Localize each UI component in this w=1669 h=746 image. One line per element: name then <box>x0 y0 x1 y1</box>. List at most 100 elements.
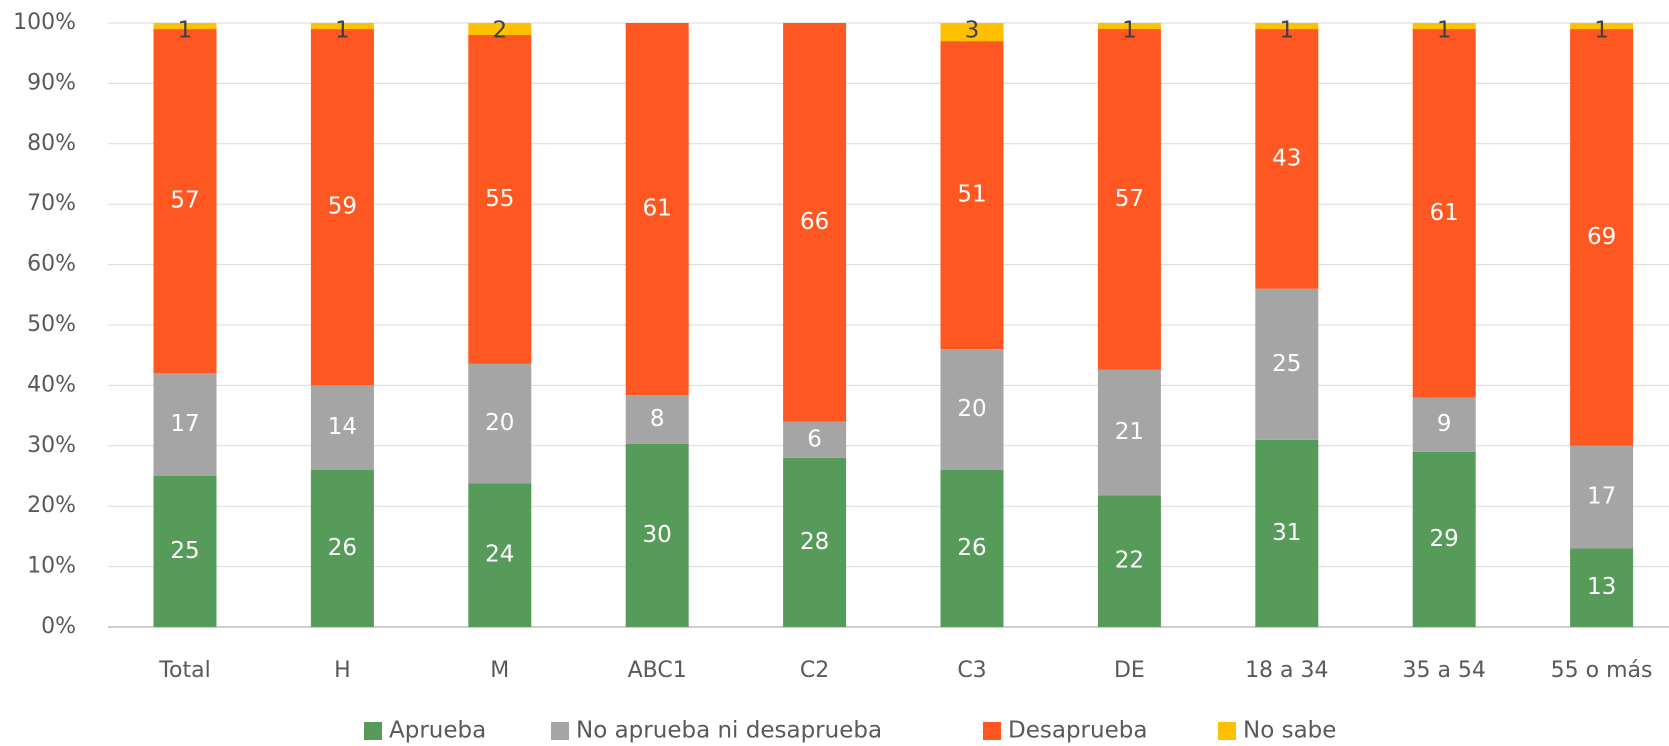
data-label: 25 <box>1272 351 1301 377</box>
legend-swatch <box>983 722 1001 740</box>
y-tick-label: 30% <box>27 433 76 458</box>
bar-segment <box>940 349 1004 470</box>
x-tick-label: DE <box>1114 658 1145 683</box>
legend-item: Aprueba <box>364 718 486 744</box>
data-label: 1 <box>1122 18 1137 44</box>
data-label: 22 <box>1115 548 1144 574</box>
y-axis-tick-labels: 0% 10% 20% 30% 40% 50% 60% 70% 80% 90% 100% <box>13 10 76 639</box>
bar-segment <box>1255 23 1319 30</box>
legend-label: No aprueba ni desaprueba <box>576 718 882 744</box>
bar-segment <box>310 23 374 30</box>
y-tick-label: 50% <box>27 312 76 337</box>
bar-segment <box>783 457 847 627</box>
x-tick-label: 18 a 34 <box>1245 658 1328 683</box>
legend-label: Desaprueba <box>1008 718 1147 744</box>
bar-segment <box>153 29 217 374</box>
bar-segment <box>1570 445 1634 549</box>
data-label: 17 <box>170 411 199 437</box>
data-label: 43 <box>1272 145 1301 171</box>
bar-segment <box>1412 451 1476 627</box>
bar-stack: 30 8 61 <box>625 23 689 627</box>
x-tick-label: 35 a 54 <box>1402 658 1485 683</box>
bar-segment <box>468 363 532 484</box>
x-tick-label: C2 <box>800 658 829 683</box>
data-label: 1 <box>1437 18 1452 44</box>
bar-segment <box>1255 29 1319 289</box>
data-label: 29 <box>1430 526 1459 552</box>
data-label: 61 <box>1430 200 1459 226</box>
data-label: 25 <box>170 538 199 564</box>
data-label: 51 <box>957 182 986 208</box>
data-label: 1 <box>335 18 350 44</box>
data-label: 57 <box>170 188 199 214</box>
bar-segment <box>783 421 847 458</box>
bar-segment <box>940 41 1004 350</box>
legend-label: No sabe <box>1243 718 1336 744</box>
x-tick-label: C3 <box>957 658 986 683</box>
data-label: 26 <box>957 535 986 561</box>
data-label: 61 <box>643 196 672 222</box>
data-label: 66 <box>800 209 829 235</box>
data-label: 28 <box>800 529 829 555</box>
data-label: 9 <box>1437 411 1452 437</box>
bar-segment <box>310 469 374 627</box>
bar-segment <box>625 23 689 396</box>
data-label: 2 <box>492 18 507 44</box>
bar-stack: 29 9 61 1 <box>1412 18 1476 627</box>
x-tick-label: Total <box>158 658 210 683</box>
data-label: 1 <box>1594 18 1609 44</box>
data-label: 20 <box>485 410 514 436</box>
x-tick-label: 55 o más <box>1551 658 1653 683</box>
bar-stack: 22 21 57 1 <box>1097 18 1161 627</box>
legend: Aprueba No aprueba ni desaprueba Desaprueb… <box>364 718 1336 744</box>
legend-label: Aprueba <box>389 718 486 744</box>
y-tick-label: 0% <box>41 614 76 639</box>
bar-segment <box>1097 28 1161 370</box>
data-label: 6 <box>807 426 822 452</box>
legend-item: No aprueba ni desaprueba <box>551 718 882 744</box>
bar-segment <box>1097 369 1161 496</box>
bar-segment <box>153 476 217 627</box>
data-label: 30 <box>643 522 672 548</box>
legend-swatch <box>551 722 569 740</box>
data-label: 13 <box>1587 574 1616 600</box>
y-tick-label: 90% <box>27 70 76 95</box>
bar-segment <box>1570 23 1634 30</box>
x-axis-tick-labels: Total H M ABC1 C2 C3 DE 18 a 34 35 a 54 55 o más <box>158 658 1652 683</box>
x-tick-label: H <box>334 658 351 683</box>
bar-segment <box>153 373 217 476</box>
y-tick-label: 100% <box>13 10 76 35</box>
data-label: 55 <box>485 186 514 212</box>
data-label: 69 <box>1587 224 1616 250</box>
x-tick-label: M <box>490 658 509 683</box>
y-tick-label: 80% <box>27 131 76 156</box>
data-label: 14 <box>328 414 357 440</box>
y-tick-label: 70% <box>27 191 76 216</box>
legend-item: Desaprueba <box>983 718 1147 744</box>
data-label: 8 <box>650 406 665 432</box>
bar-segment <box>1255 439 1319 627</box>
data-label: 20 <box>957 396 986 422</box>
bar-segment <box>1097 495 1161 627</box>
bars: 2517571261459124205523086128666262051322… <box>153 18 1634 627</box>
bar-segment <box>1255 288 1319 440</box>
y-tick-label: 60% <box>27 252 76 277</box>
y-tick-label: 20% <box>27 493 76 518</box>
bar-segment <box>1570 29 1634 446</box>
bar-segment <box>625 395 689 444</box>
bar-stack: 31 25 43 1 <box>1255 18 1319 627</box>
bar-segment <box>940 23 1004 42</box>
bar-stack: 26 20 51 3 <box>940 18 1004 627</box>
data-label: 59 <box>328 194 357 220</box>
data-label: 26 <box>328 535 357 561</box>
bar-segment <box>468 34 532 364</box>
bar-segment <box>1412 397 1476 452</box>
bar-stack: 25 17 57 1 <box>153 18 217 627</box>
bar-segment <box>468 23 532 35</box>
legend-swatch <box>1218 722 1236 740</box>
data-label: 1 <box>1279 18 1294 44</box>
legend-swatch <box>364 722 382 740</box>
bar-segment <box>153 23 217 30</box>
legend-item: No sabe <box>1218 718 1336 744</box>
